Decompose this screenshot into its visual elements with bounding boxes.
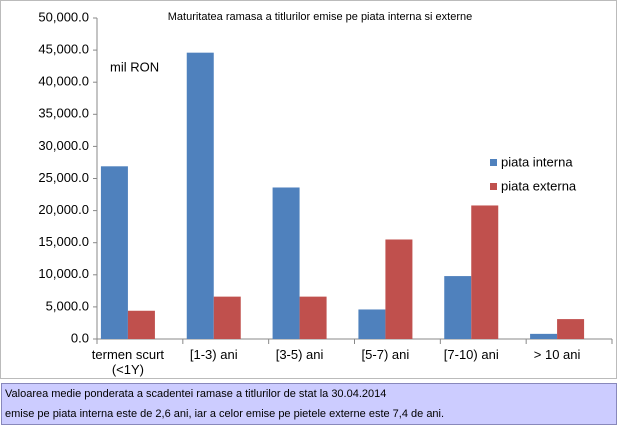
- bar: [385, 239, 413, 339]
- y-tick-label: 50,000.0: [38, 9, 89, 24]
- legend-label: piata externa: [501, 178, 577, 193]
- y-tick-label: 5,000.0: [46, 298, 89, 313]
- caption-box: Valoarea medie ponderata a scadentei ram…: [1, 383, 617, 425]
- bar: [272, 187, 300, 339]
- bar: [444, 276, 472, 339]
- caption-line: emise pe piata interna este de 2,6 ani, …: [5, 408, 445, 420]
- bar: [557, 319, 585, 339]
- y-tick-label: 15,000.0: [38, 234, 89, 249]
- y-tick-label: 40,000.0: [38, 74, 89, 89]
- bar: [186, 52, 214, 339]
- bar: [127, 310, 155, 339]
- annotation: mil RON: [110, 59, 159, 74]
- y-tick-label: 20,000.0: [38, 202, 89, 217]
- y-tick-label: 25,000.0: [38, 170, 89, 185]
- bar: [358, 309, 386, 339]
- legend-swatch: [490, 183, 497, 190]
- legend-swatch: [490, 159, 497, 166]
- bar: [299, 296, 327, 339]
- bar: [471, 205, 499, 339]
- y-tick-label: 0.0: [71, 330, 89, 345]
- x-tick-label: [7-10) ani: [443, 347, 499, 362]
- chart-title: Maturitatea ramasa a titlurilor emise pe…: [168, 11, 472, 23]
- x-tick-label: termen scurt (<1Y): [91, 347, 165, 377]
- bar: [213, 296, 241, 339]
- chart: Maturitatea ramasa a titlurilor emise pe…: [0, 0, 617, 379]
- caption-line: Valoarea medie ponderata a scadentei ram…: [5, 388, 387, 400]
- y-tick-label: 30,000.0: [38, 138, 89, 153]
- y-tick-label: 45,000.0: [38, 42, 89, 57]
- y-tick-label: 35,000.0: [38, 106, 89, 121]
- x-tick-label: [1-3) ani: [189, 347, 238, 362]
- bar: [100, 166, 128, 339]
- x-tick-label: [5-7) ani: [361, 347, 410, 362]
- x-tick-label: > 10 ani: [533, 347, 581, 362]
- bar: [530, 333, 558, 339]
- legend-label: piata interna: [501, 154, 573, 169]
- x-tick-label: [3-5) ani: [275, 347, 324, 362]
- y-tick-label: 10,000.0: [38, 266, 89, 281]
